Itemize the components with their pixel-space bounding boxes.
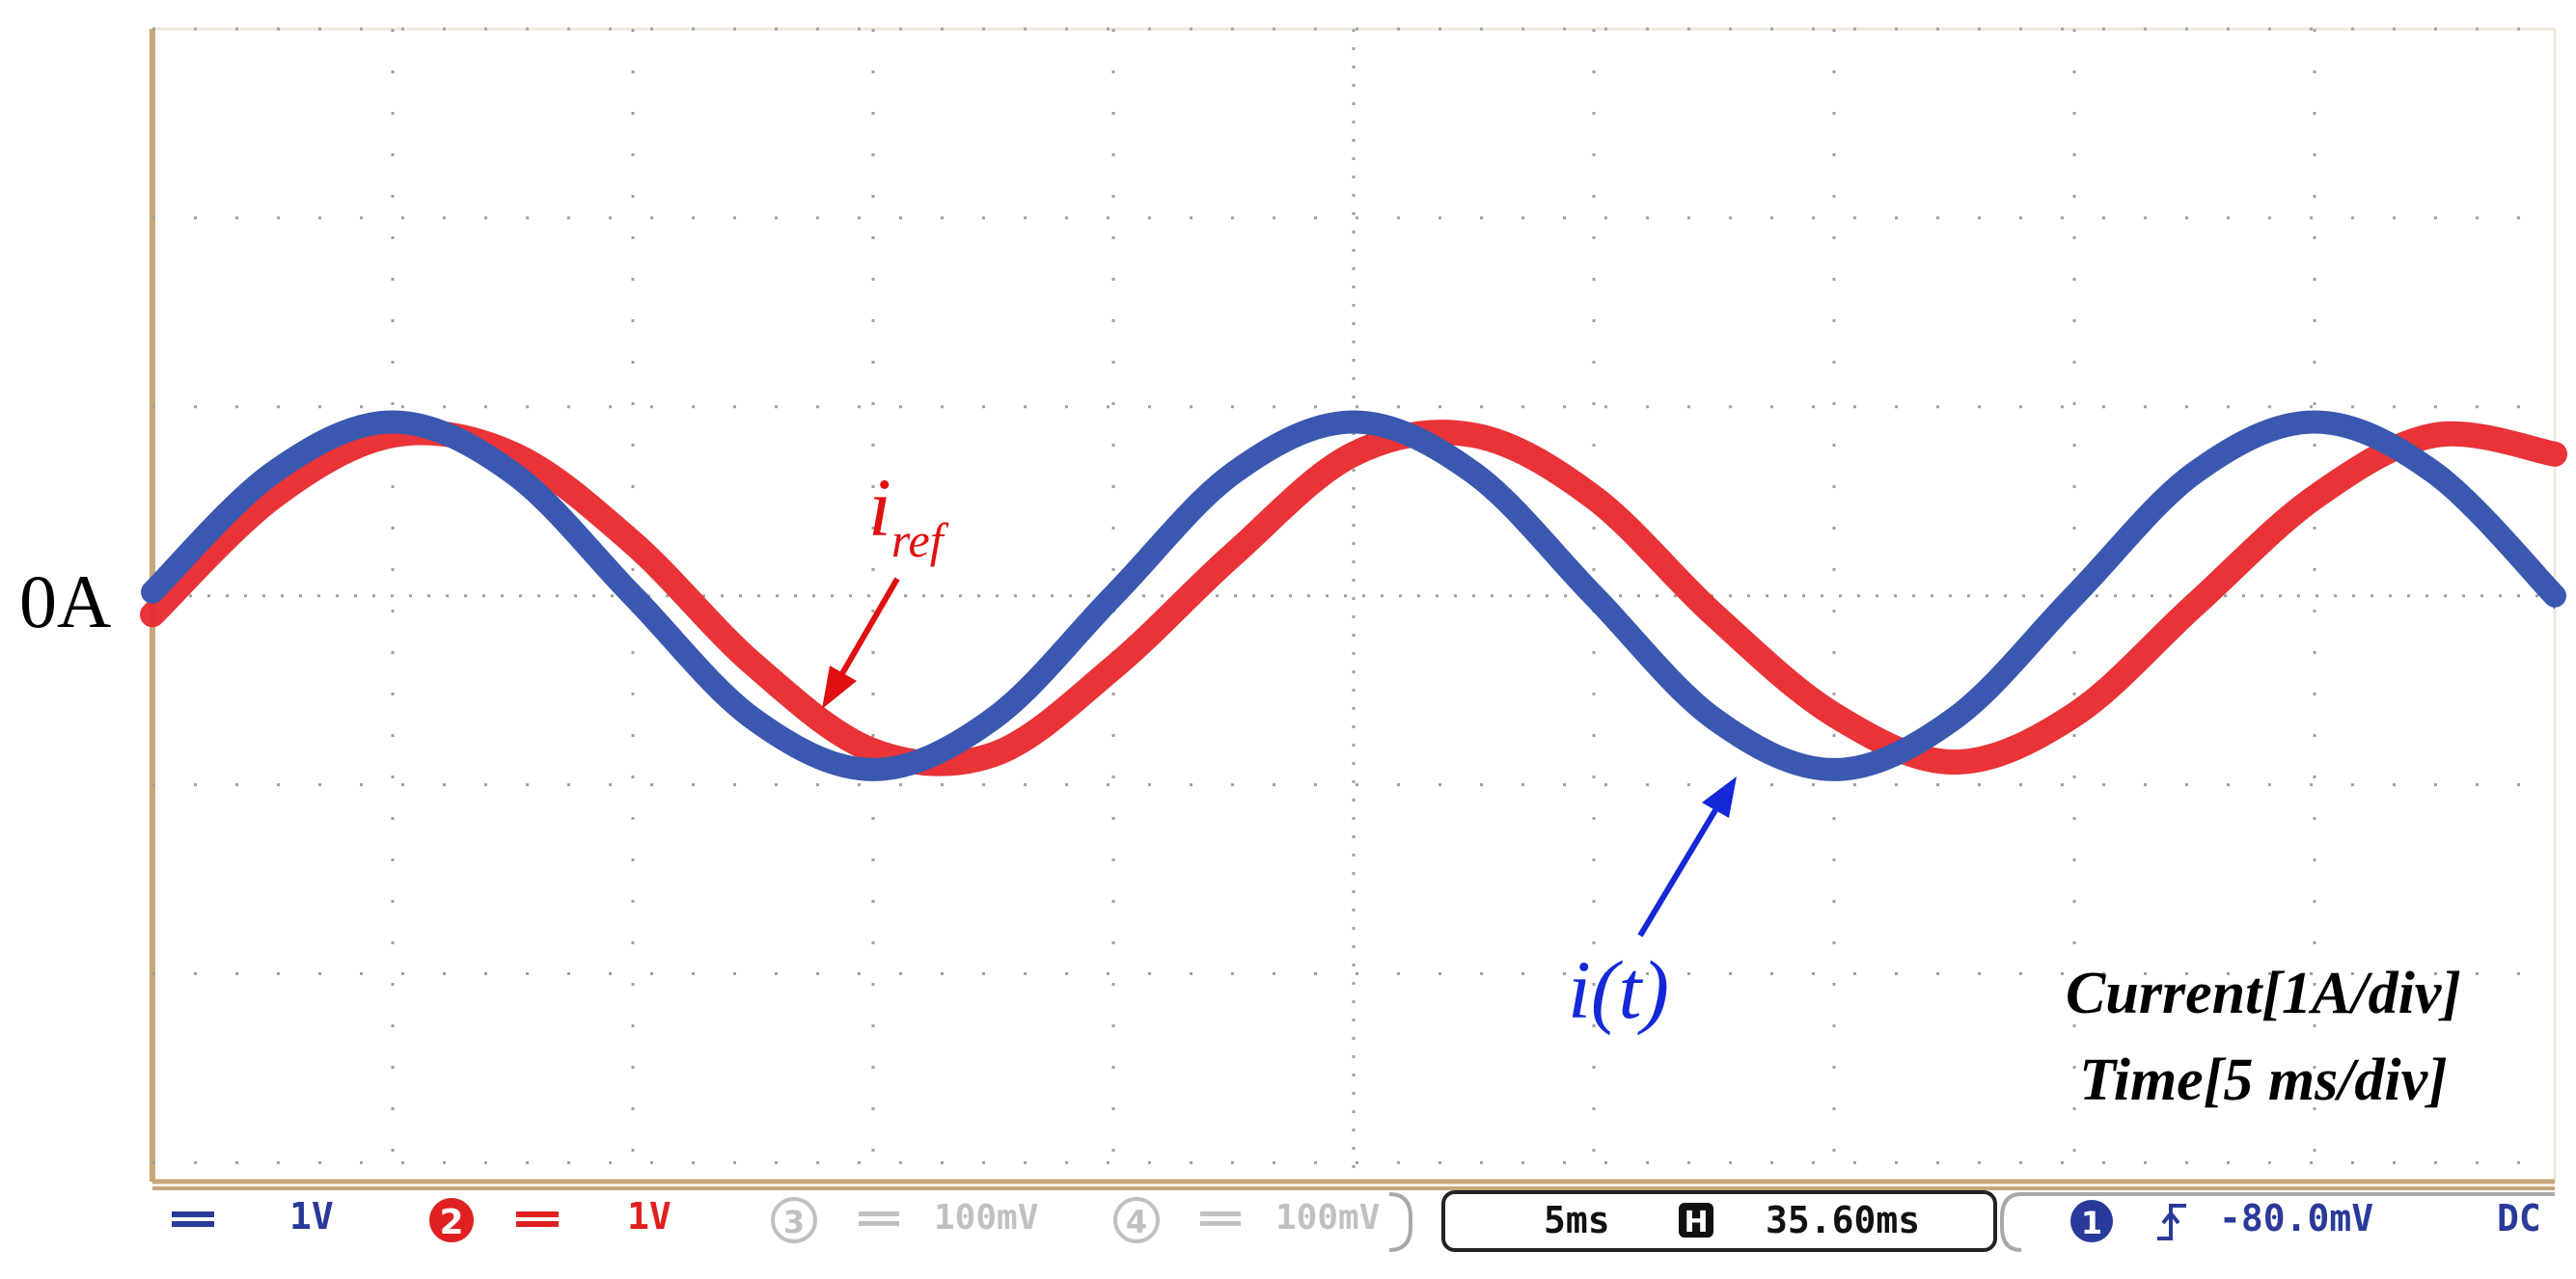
ch1-level-marker (2541, 582, 2555, 610)
series-it-line (141, 410, 2566, 781)
current-scale-text: Current[1A/div] (2066, 961, 2461, 1026)
trigger-coupling: DC (2497, 1197, 2541, 1239)
ch4-dc-coupling-icon-bottom (1200, 1221, 1241, 1226)
timebase-value: 5ms (1544, 1199, 1610, 1241)
iref-sub-text: ref (891, 513, 949, 567)
iref-arrow-shaft (838, 577, 900, 677)
ch1-dc-coupling-icon (172, 1211, 214, 1217)
horizontal-delay-value: 35.60ms (1766, 1199, 1920, 1241)
series-iref-line (140, 420, 2567, 776)
ch2-number: 2 (439, 1203, 463, 1242)
iref-label: iref (868, 461, 949, 567)
channel-section-bracket (1388, 1192, 1412, 1252)
timebase-box (1441, 1190, 1997, 1252)
it-annotation: i(t) (1568, 776, 1737, 1036)
ch4-readout[interactable]: 4 100mV (1113, 1197, 1380, 1243)
ch4-badge (1113, 1197, 1160, 1243)
iref-annotation: iref (822, 461, 949, 709)
ch3-dc-coupling-icon-bottom (859, 1221, 899, 1226)
timebase-readout[interactable]: 5ms H 35.60ms (1441, 1190, 1997, 1252)
ch4-scale: 100mV (1275, 1198, 1380, 1238)
ch3-readout[interactable]: 3 100mV (771, 1197, 1038, 1243)
iref-arrow-head (822, 666, 857, 709)
horizontal-delay-icon (1679, 1203, 1713, 1238)
ch3-scale: 100mV (934, 1198, 1038, 1238)
plot-frame (150, 27, 2557, 1184)
iref-main-text: i (868, 461, 891, 554)
zero-level-label: 0A (19, 559, 111, 643)
it-label: i(t) (1568, 943, 1669, 1036)
trigger-section-bracket (2000, 1192, 2555, 1252)
ch1-scale: 1V (289, 1195, 334, 1238)
trigger-readout[interactable]: 1 -80.0mV DC (2000, 1192, 2555, 1252)
ch4-dc-coupling-icon (1200, 1211, 1241, 1216)
ch4-number: 4 (1126, 1204, 1147, 1240)
ch1-readout[interactable]: 1V (172, 1195, 334, 1238)
ch2-readout[interactable]: 2 1V (429, 1195, 671, 1242)
trigger-source-number: 1 (2081, 1205, 2102, 1241)
trigger-source-badge (2070, 1200, 2113, 1242)
ch2-badge (429, 1198, 474, 1242)
ch1-dc-coupling-icon-bottom (172, 1221, 214, 1227)
ch3-dc-coupling-icon (859, 1211, 899, 1216)
ch3-badge (771, 1197, 817, 1243)
trigger-level: -80.0mV (2219, 1197, 2373, 1239)
ch2-dc-coupling-icon (516, 1211, 559, 1217)
horizontal-delay-icon-letter: H (1684, 1206, 1708, 1239)
plot-area (152, 29, 2555, 1182)
rising-edge-icon (2157, 1204, 2186, 1240)
time-scale-text: Time[5 ms/div] (2079, 1048, 2448, 1113)
status-bar-bg (152, 1184, 2555, 1279)
waveforms (140, 410, 2567, 781)
ch3-number: 3 (783, 1204, 805, 1240)
ch2-scale: 1V (627, 1195, 671, 1238)
status-bar: 1V 2 1V 3 100mV 4 100mV (152, 1184, 2555, 1279)
it-arrow-head (1702, 776, 1737, 818)
ch2-dc-coupling-icon-bottom (516, 1221, 559, 1227)
it-arrow-shaft (1637, 808, 1718, 938)
